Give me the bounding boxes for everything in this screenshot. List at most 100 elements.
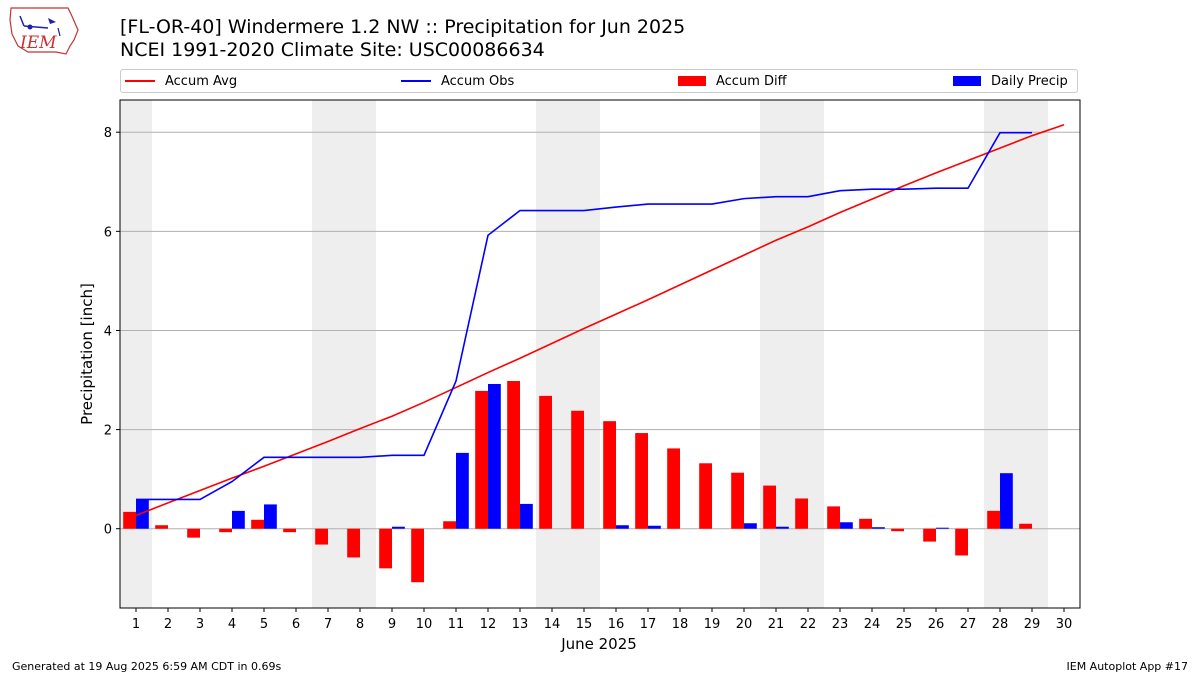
y-tick-label-2: 2 [104,424,112,439]
accum-diff-bar-day-26 [923,528,936,542]
accum-diff-bar-day-15 [571,410,584,529]
weekend-band-1 [120,100,152,608]
weekend-band-8 [344,100,376,608]
x-tick-label-23: 23 [832,617,849,632]
daily-precip-bar-day-4 [232,510,245,529]
legend-item-accum-avg: Accum Avg [125,70,237,92]
x-tick-label-2: 2 [164,617,172,632]
accum-diff-bar-day-27 [955,528,968,556]
weekend-band-29 [1016,100,1048,608]
daily-precip-bar-day-1 [136,499,149,529]
accum-diff-bar-day-9 [379,528,392,569]
x-tick-label-24: 24 [864,617,881,632]
x-tick-label-27: 27 [960,617,977,632]
weekend-band-28 [984,100,1016,608]
x-tick-label-22: 22 [800,617,817,632]
iem-logo: IEM [9,7,79,55]
legend-item-accum-obs: Accum Obs [401,70,514,92]
x-tick-label-4: 4 [228,617,236,632]
x-tick-label-14: 14 [544,617,561,632]
x-tick-label-20: 20 [736,617,753,632]
x-tick-label-11: 11 [448,617,465,632]
accum-diff-bar-day-13 [507,381,520,529]
accum-obs-line [136,131,1032,501]
legend-swatch-accum-avg [125,80,155,82]
daily-precip-bar-day-28 [1000,473,1013,529]
accum-diff-bar-day-29 [1019,523,1032,529]
accum-diff-bar-day-1 [123,511,136,529]
daily-precip-bar-day-16 [616,525,629,529]
accum-diff-bar-day-7 [315,528,328,545]
accum-diff-bar-day-6 [283,528,296,533]
x-tick-label-8: 8 [356,617,364,632]
x-tick-label-13: 13 [512,617,529,632]
accum-diff-bar-day-5 [251,519,264,529]
daily-precip-bar-day-23 [840,522,853,529]
accum-diff-bar-day-12 [475,390,488,529]
x-tick-label-18: 18 [672,617,689,632]
accum-diff-bar-day-21 [763,485,776,529]
x-tick-label-16: 16 [608,617,625,632]
y-tick-label-6: 6 [104,225,112,240]
series-lines [135,124,1065,517]
weekend-shading [120,100,1048,608]
x-tick-label-3: 3 [196,617,204,632]
accum-diff-bar-day-19 [699,463,712,529]
x-tick-label-6: 6 [292,617,300,632]
accum-diff-bar-day-10 [411,528,424,583]
x-tick-label-9: 9 [388,617,396,632]
footer-app: IEM Autoplot App #17 [1066,660,1189,673]
x-tick-label-1: 1 [132,617,140,632]
x-axis-label: June 2025 [560,635,637,653]
x-tick-label-29: 29 [1024,617,1041,632]
x-tick-label-26: 26 [928,617,945,632]
accum-diff-bar-day-24 [859,518,872,529]
bars [123,381,1032,583]
accum-diff-bar-day-28 [987,510,1000,529]
weekend-band-7 [312,100,344,608]
weekend-band-22 [792,100,824,608]
legend-swatch-accum-obs [401,80,431,82]
chart-legend: Accum Avg Accum Obs Accum Diff Daily Pre… [120,69,1078,93]
accum-diff-bar-day-16 [603,421,616,529]
daily-precip-bar-day-5 [264,504,277,529]
daily-precip-bar-day-11 [456,452,469,529]
legend-label-accum-diff: Accum Diff [716,73,787,89]
weekend-band-15 [568,100,600,608]
daily-precip-bar-day-13 [520,503,533,529]
accum-diff-bar-day-2 [155,525,168,529]
legend-item-daily-precip: Daily Precip [953,70,1068,92]
daily-precip-bar-day-12 [488,383,501,529]
daily-precip-bar-day-26 [936,527,949,529]
chart-title: [FL-OR-40] Windermere 1.2 NW :: Precipit… [120,16,686,38]
y-tick-label-4: 4 [104,324,112,339]
weekend-band-14 [536,100,568,608]
x-tick-label-21: 21 [768,617,785,632]
chart-subtitle: NCEI 1991-2020 Climate Site: USC00086634 [120,39,545,61]
x-tick-label-10: 10 [416,617,433,632]
daily-precip-bar-day-24 [872,527,885,529]
x-tick-label-30: 30 [1056,617,1073,632]
daily-precip-bar-day-20 [744,523,757,529]
logo-text: IEM [19,33,57,53]
x-tick-label-17: 17 [640,617,657,632]
x-tick-label-12: 12 [480,617,497,632]
accum-diff-bar-day-3 [187,528,200,538]
accum-diff-bar-day-23 [827,506,840,529]
x-tick-label-5: 5 [260,617,268,632]
accum-diff-bar-day-18 [667,448,680,529]
y-tick-label-0: 0 [104,523,112,538]
x-tick-label-25: 25 [896,617,913,632]
y-tick-label-8: 8 [104,126,112,141]
legend-label-daily-precip: Daily Precip [991,73,1068,89]
x-tick-label-15: 15 [576,617,593,632]
daily-precip-bar-day-17 [648,525,661,529]
legend-item-accum-diff: Accum Diff [678,70,787,92]
accum-diff-bar-day-22 [795,498,808,529]
accum-diff-bar-day-11 [443,521,456,529]
accum-diff-bar-day-14 [539,395,552,529]
weekend-band-21 [760,100,792,608]
daily-precip-bar-day-21 [776,526,789,529]
